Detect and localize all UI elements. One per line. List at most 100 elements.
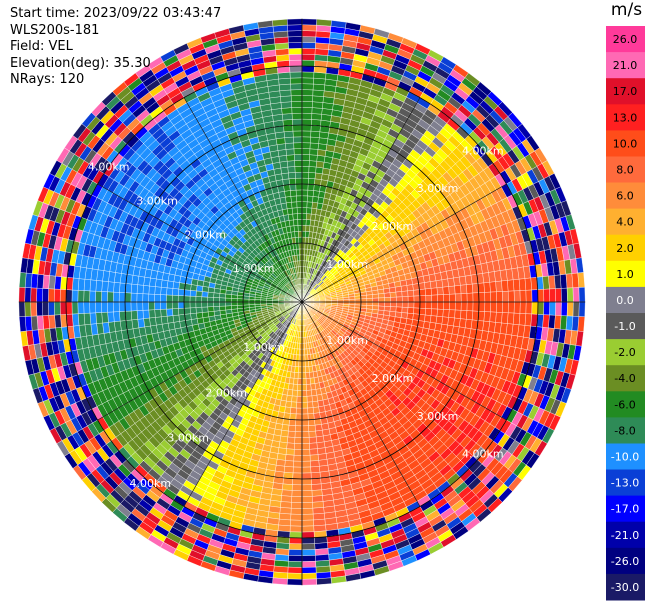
velocity-gate bbox=[310, 136, 320, 144]
velocity-gate bbox=[289, 413, 297, 420]
velocity-gate bbox=[301, 136, 311, 144]
velocity-gate bbox=[354, 295, 362, 300]
velocity-gate bbox=[312, 83, 325, 91]
velocity-gate bbox=[196, 317, 205, 325]
velocity-gate bbox=[301, 490, 313, 497]
velocity-gate bbox=[372, 297, 379, 303]
velocity-gate bbox=[101, 291, 108, 303]
velocity-gate bbox=[518, 313, 527, 326]
velocity-gate bbox=[297, 378, 303, 385]
velocity-gate bbox=[195, 307, 203, 314]
velocity-gate bbox=[282, 483, 293, 491]
velocity-gate bbox=[478, 292, 486, 303]
velocity-gate bbox=[301, 77, 314, 85]
velocity-gate bbox=[89, 312, 97, 325]
velocity-gate bbox=[301, 419, 309, 427]
velocity-gate bbox=[316, 161, 325, 169]
velocity-gate bbox=[291, 502, 303, 509]
velocity-gate bbox=[231, 301, 238, 306]
velocity-gate bbox=[295, 425, 303, 432]
velocity-gate bbox=[561, 287, 568, 303]
velocity-gate bbox=[555, 288, 562, 303]
velocity-gate bbox=[301, 83, 314, 91]
velocity-gate bbox=[478, 301, 486, 312]
velocity-gate bbox=[202, 311, 209, 318]
velocity-gate bbox=[124, 301, 132, 312]
velocity-gate bbox=[288, 555, 303, 562]
velocity-gate bbox=[301, 449, 311, 456]
velocity-gate bbox=[154, 309, 162, 318]
velocity-gate bbox=[287, 430, 296, 438]
velocity-gate bbox=[219, 309, 227, 316]
velocity-gate bbox=[287, 578, 303, 586]
velocity-gate bbox=[301, 201, 308, 208]
velocity-gate bbox=[294, 437, 303, 444]
velocity-gate bbox=[301, 384, 307, 391]
velocity-gate bbox=[190, 312, 198, 320]
velocity-gate bbox=[301, 166, 310, 173]
velocity-gate bbox=[301, 71, 315, 79]
velocity-gate bbox=[313, 518, 326, 527]
velocity-gate bbox=[513, 290, 521, 303]
velocity-gate bbox=[280, 495, 292, 503]
velocity-gate bbox=[30, 287, 38, 303]
velocity-gate bbox=[537, 301, 545, 315]
velocity-gate bbox=[297, 372, 303, 379]
velocity-gate bbox=[290, 513, 303, 521]
velocity-gate bbox=[301, 455, 311, 462]
velocity-gate bbox=[284, 406, 292, 414]
velocity-gate bbox=[301, 502, 313, 509]
velocity-gate bbox=[42, 288, 49, 303]
velocity-gate bbox=[301, 18, 317, 26]
velocity-gate bbox=[455, 301, 462, 311]
velocity-gate bbox=[301, 478, 312, 486]
velocity-gate bbox=[518, 278, 527, 291]
velocity-gate bbox=[191, 318, 199, 326]
velocity-gate bbox=[296, 396, 303, 403]
velocity-gate bbox=[283, 466, 294, 474]
velocity-gate bbox=[301, 354, 306, 362]
velocity-gate bbox=[549, 301, 556, 316]
velocity-gate bbox=[83, 312, 91, 325]
velocity-gate bbox=[301, 425, 309, 432]
velocity-gate bbox=[430, 287, 438, 296]
velocity-gate bbox=[201, 301, 208, 308]
velocity-gate bbox=[190, 284, 198, 292]
velocity-gate bbox=[301, 242, 306, 250]
velocity-gate bbox=[413, 301, 421, 309]
velocity-gate bbox=[419, 295, 427, 303]
velocity-gate bbox=[83, 279, 91, 292]
velocity-gate bbox=[301, 113, 313, 120]
velocity-gate bbox=[89, 290, 96, 303]
velocity-gate bbox=[442, 286, 450, 295]
velocity-gate bbox=[310, 466, 321, 474]
velocity-gate bbox=[301, 561, 317, 568]
velocity-gate bbox=[425, 308, 432, 316]
velocity-gate bbox=[293, 449, 303, 456]
velocity-gate bbox=[502, 301, 509, 313]
velocity-gate bbox=[301, 195, 308, 202]
velocity-gate bbox=[59, 301, 67, 315]
velocity-gate bbox=[490, 291, 497, 303]
velocity-gate bbox=[279, 435, 288, 443]
velocity-gate bbox=[305, 219, 311, 226]
velocity-gate bbox=[513, 279, 521, 292]
velocity-gate bbox=[301, 177, 309, 185]
velocity-gate bbox=[309, 448, 319, 456]
velocity-gate bbox=[301, 54, 316, 61]
velocity-gate bbox=[301, 360, 306, 368]
velocity-gate bbox=[242, 304, 250, 309]
velocity-gate bbox=[107, 291, 114, 303]
velocity-gate bbox=[166, 301, 173, 310]
velocity-gate bbox=[95, 301, 102, 313]
velocity-gate bbox=[305, 366, 310, 373]
velocity-gate bbox=[207, 291, 215, 298]
velocity-gate bbox=[172, 301, 179, 309]
velocity-gate bbox=[294, 443, 303, 450]
velocity-gate bbox=[502, 291, 509, 303]
velocity-gate bbox=[472, 292, 480, 303]
velocity-gate bbox=[172, 288, 179, 296]
velocity-gate bbox=[495, 312, 503, 324]
velocity-gate bbox=[207, 311, 215, 318]
velocity-gate bbox=[294, 431, 303, 438]
